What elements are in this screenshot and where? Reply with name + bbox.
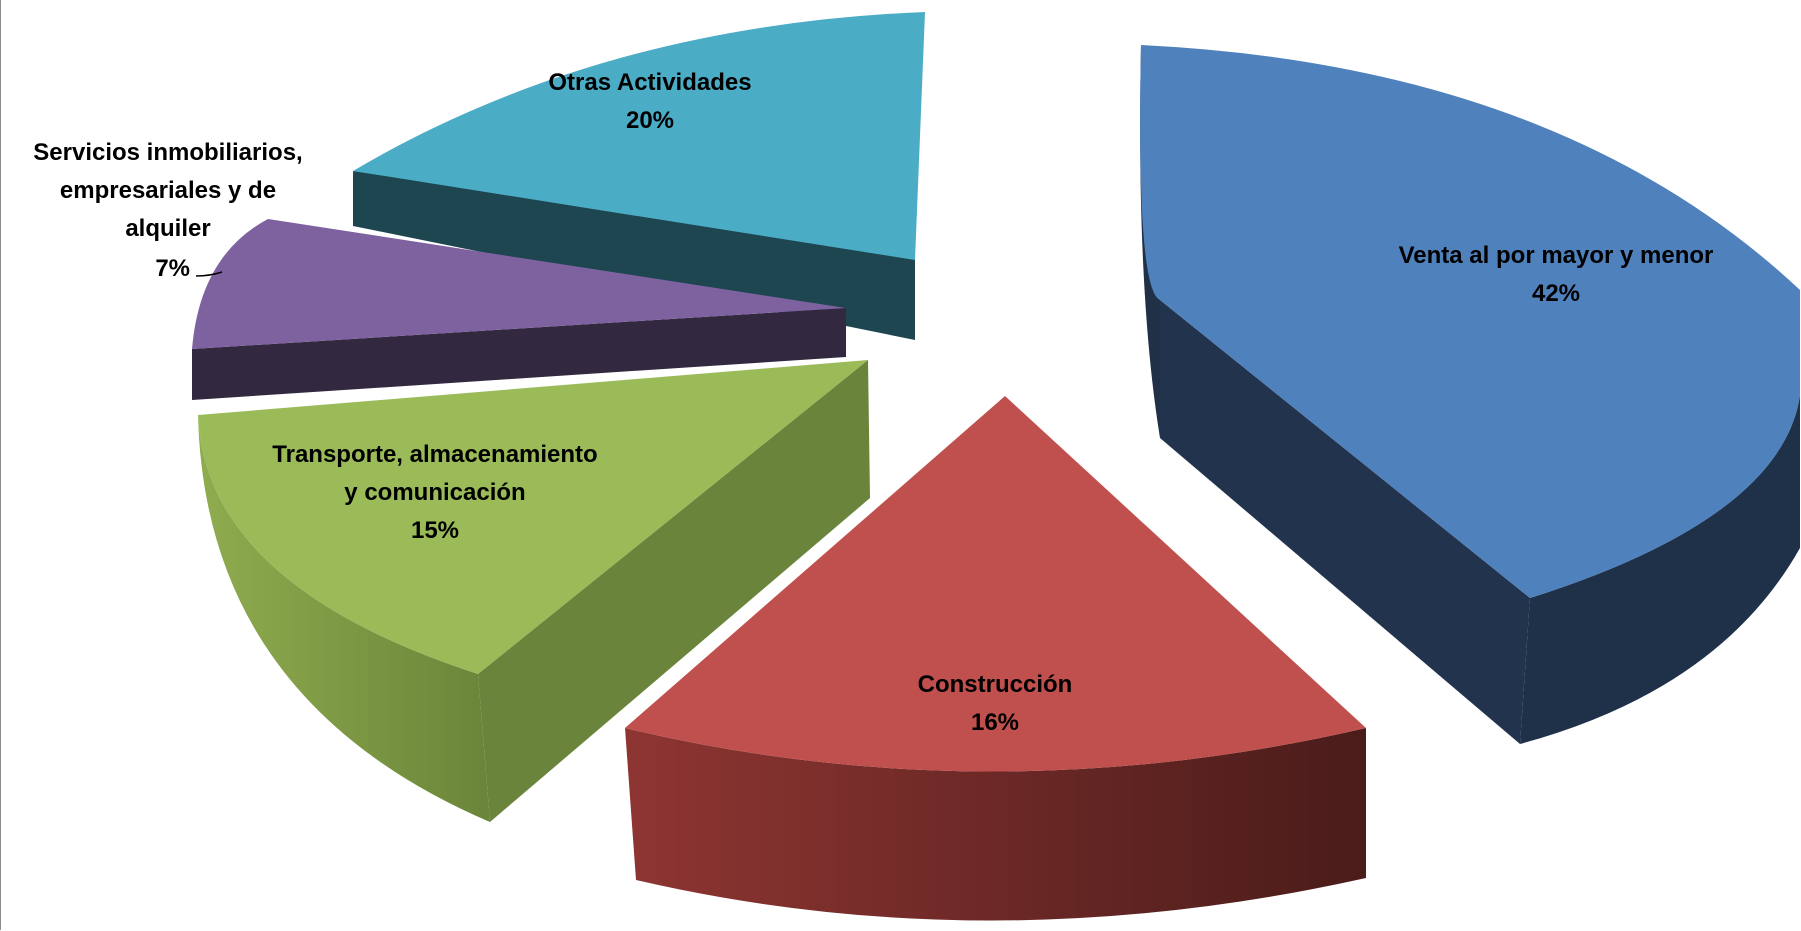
slice-servicios [192,219,846,400]
label-construccion-pct: 16% [970,709,1020,736]
label-venta-name: Venta al por mayor y menor [1398,242,1714,269]
servicios-leader-line [195,271,223,277]
label-venta: Venta al por mayor y menor 42% [1356,237,1756,313]
label-venta-pct: 42% [1531,280,1581,307]
label-otras-actividades: Otras Actividades 20% [530,64,770,140]
slice-venta [1140,45,1800,744]
label-servicios-pct: 7% [155,255,190,282]
label-servicios-line1: Servicios inmobiliarios, [33,139,303,166]
slice-construccion [625,396,1366,921]
label-construccion: Construcción 16% [845,666,1145,742]
label-otras-pct: 20% [625,107,675,134]
label-transporte-pct: 15% [410,517,460,544]
label-servicios-line2: empresariales y de [59,177,277,204]
slice-transporte [198,360,870,822]
label-construccion-name: Construcción [917,671,1073,698]
label-transporte: Transporte, almacenamiento y comunicació… [235,436,635,550]
label-servicios: Servicios inmobiliarios, empresariales y… [8,134,328,248]
label-transporte-line1: Transporte, almacenamiento [272,441,598,468]
label-servicios-line3: alquiler [125,215,211,242]
label-otras-name: Otras Actividades [548,69,752,96]
label-transporte-line2: y comunicación [344,479,526,506]
